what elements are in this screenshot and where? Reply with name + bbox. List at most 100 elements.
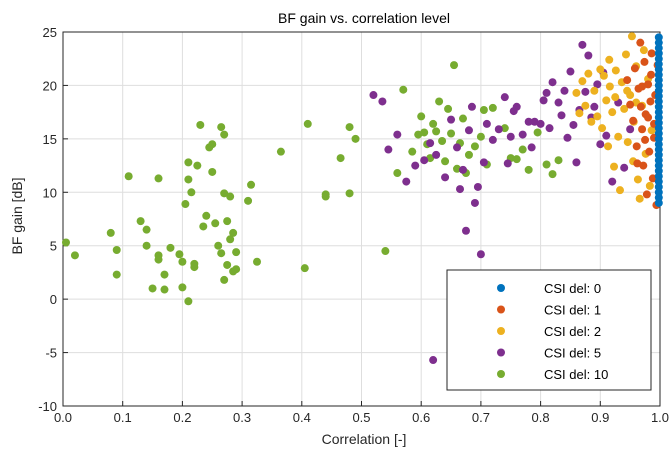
legend-label: CSI del: 1: [544, 303, 601, 318]
data-point: [447, 129, 456, 138]
data-point: [214, 241, 223, 250]
data-point: [554, 156, 563, 165]
data-point: [420, 156, 429, 165]
x-tick-label: 0.7: [472, 410, 490, 425]
data-point: [444, 104, 453, 113]
data-point: [160, 285, 169, 294]
data-point: [646, 97, 655, 106]
data-point: [488, 103, 497, 112]
x-tick-label: 1.0: [651, 410, 669, 425]
data-point: [106, 228, 115, 237]
data-point: [321, 192, 330, 201]
data-point: [638, 82, 647, 91]
data-point: [208, 167, 217, 176]
legend-marker: [497, 305, 505, 314]
data-point: [476, 132, 485, 141]
legend-marker: [497, 370, 505, 378]
legend-label: CSI del: 5: [544, 346, 601, 361]
x-tick-label: 0.3: [233, 410, 251, 425]
data-point: [112, 270, 121, 279]
data-point: [187, 188, 196, 197]
legend-label: CSI del: 0: [544, 281, 601, 296]
data-point: [345, 189, 354, 198]
data-point: [166, 243, 175, 252]
data-point: [435, 97, 444, 106]
data-point: [441, 157, 450, 166]
data-point: [351, 134, 360, 143]
data-point: [464, 126, 473, 135]
data-point: [611, 93, 620, 102]
y-tick-label: 15: [43, 132, 57, 147]
data-point: [112, 245, 121, 254]
data-point: [417, 112, 426, 121]
data-point: [654, 156, 663, 165]
data-point: [654, 60, 663, 69]
data-point: [247, 180, 256, 189]
data-point: [641, 135, 650, 144]
data-point: [429, 119, 438, 128]
data-point: [175, 250, 184, 259]
data-point: [626, 100, 635, 109]
data-point: [569, 120, 578, 129]
data-point: [572, 158, 581, 167]
data-point: [572, 88, 581, 97]
data-point: [181, 200, 190, 209]
data-point: [542, 88, 551, 97]
data-point: [458, 165, 467, 174]
data-point: [70, 251, 79, 260]
data-point: [654, 92, 663, 101]
legend-marker: [497, 327, 505, 335]
data-point: [479, 158, 488, 167]
data-point: [621, 50, 630, 59]
data-point: [560, 86, 569, 95]
data-point: [654, 134, 663, 143]
legend-marker: [497, 284, 505, 292]
data-point: [638, 125, 647, 134]
data-point: [488, 135, 497, 144]
x-tick-label: 0.1: [114, 410, 132, 425]
x-tick-label: 0.5: [352, 410, 370, 425]
data-point: [399, 85, 408, 94]
data-point: [196, 120, 205, 129]
data-point: [533, 128, 542, 137]
data-point: [626, 125, 635, 134]
data-point: [506, 132, 515, 141]
data-point: [645, 147, 654, 156]
data-point: [467, 102, 476, 111]
data-point: [623, 76, 632, 85]
data-point: [453, 143, 462, 152]
data-point: [464, 150, 473, 159]
data-point: [494, 125, 503, 134]
data-point: [220, 275, 229, 284]
data-point: [184, 175, 193, 184]
data-point: [563, 133, 572, 142]
legend-label: CSI del: 2: [544, 324, 601, 339]
x-tick-label: 0.6: [412, 410, 430, 425]
data-point: [623, 138, 632, 147]
data-point: [578, 77, 587, 86]
data-point: [545, 124, 554, 133]
data-point: [232, 248, 241, 257]
data-point: [608, 177, 617, 186]
data-point: [461, 226, 470, 235]
data-point: [229, 228, 238, 237]
data-point: [154, 174, 163, 183]
data-point: [476, 250, 485, 259]
data-point: [142, 225, 151, 234]
x-tick-label: 0.8: [532, 410, 550, 425]
data-point: [539, 96, 548, 105]
data-point: [142, 241, 151, 250]
data-point: [470, 198, 479, 207]
data-point: [217, 123, 226, 132]
data-point: [616, 186, 625, 195]
data-point: [524, 117, 533, 126]
data-point: [503, 159, 512, 168]
data-point: [608, 108, 617, 117]
data-point: [458, 114, 467, 123]
data-point: [611, 66, 620, 75]
data-point: [160, 270, 169, 279]
data-point: [381, 247, 390, 256]
data-point: [512, 102, 521, 111]
y-tick-label: 20: [43, 78, 57, 93]
